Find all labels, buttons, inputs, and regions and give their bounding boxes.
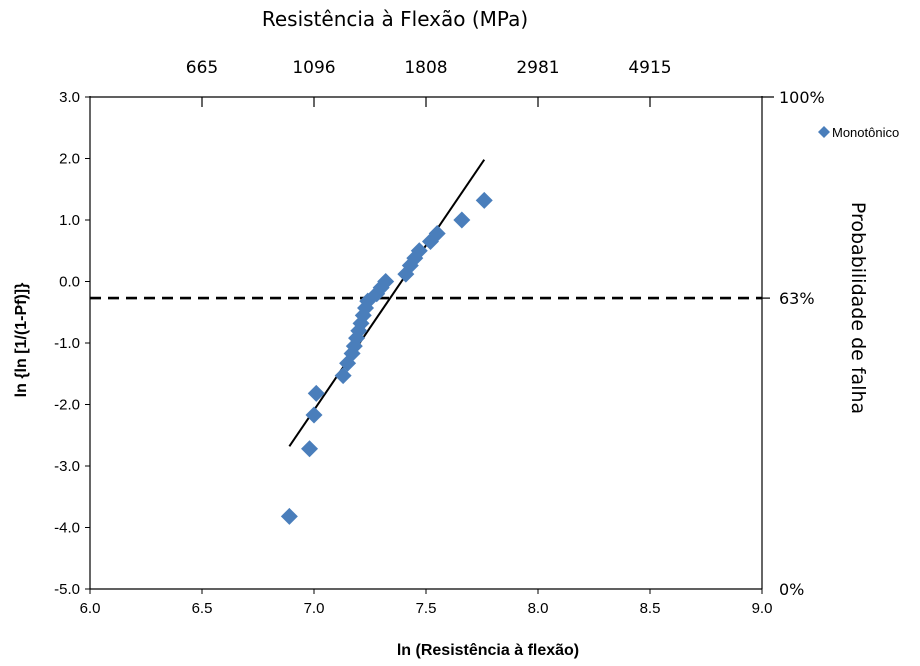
right-axis-label: 63% — [779, 289, 815, 308]
x-tick-label: 9.0 — [752, 600, 773, 617]
right-axis-label: 100% — [779, 88, 825, 107]
x-tick-labels: 6.0 6.5 7.0 7.5 8.0 8.5 9.0 — [80, 589, 773, 617]
y-tick-labels: 3.0 2.0 1.0 0.0 -1.0 -2.0 -3.0 -4.0 -5.0 — [54, 89, 90, 598]
top-tick-label: 1808 — [404, 58, 447, 78]
x-tick-label: 6.5 — [192, 600, 213, 617]
data-point — [301, 440, 319, 458]
trendline-path — [288, 159, 486, 447]
data-point — [428, 225, 446, 243]
y-tick-label: 1.0 — [59, 212, 80, 229]
x-tick-label: 6.0 — [80, 600, 101, 617]
x-tick-label: 7.0 — [304, 600, 325, 617]
data-points — [280, 191, 493, 525]
right-axis-title: Probabilidade de falha — [847, 202, 869, 414]
x-tick-label: 8.5 — [640, 600, 661, 617]
y-tick-label: -2.0 — [54, 397, 80, 414]
y-tick-label: 0.0 — [59, 274, 80, 291]
right-axis-label: 0% — [779, 580, 804, 599]
trendline — [288, 159, 486, 447]
top-tick-label: 1096 — [292, 58, 335, 78]
top-tick-label: 4915 — [628, 58, 671, 78]
top-tick-label: 665 — [186, 58, 218, 78]
legend: Monotônico — [818, 125, 899, 140]
top-axis: 665 1096 1808 2981 4915 — [90, 58, 774, 107]
y-tick-label: 3.0 — [59, 89, 80, 106]
x-tick-label: 8.0 — [528, 600, 549, 617]
top-axis-title: Resistência à Flexão (MPa) — [262, 7, 528, 31]
plot-area — [89, 96, 763, 590]
data-point — [305, 406, 323, 424]
data-point — [377, 273, 395, 290]
right-axis-labels: 100% 63% 0% — [779, 88, 825, 599]
y-tick-label: -3.0 — [54, 458, 80, 475]
y-tick-label: -4.0 — [54, 520, 80, 537]
data-point — [453, 211, 471, 229]
data-point — [410, 242, 428, 260]
y-tick-label: -1.0 — [54, 335, 80, 352]
data-point — [475, 191, 493, 209]
y-tick-label: -5.0 — [54, 581, 80, 598]
x-axis-title: ln (Resistência à flexão) — [397, 642, 579, 659]
legend-marker-monotonico — [818, 126, 830, 138]
legend-label-monotonico: Monotônico — [832, 125, 899, 140]
y-tick-label: 2.0 — [59, 151, 80, 168]
x-tick-label: 7.5 — [416, 600, 437, 617]
top-tick-label: 2981 — [516, 58, 559, 78]
data-point — [280, 507, 298, 525]
y-axis-title: ln {ln [1/(1-Pf)]} — [13, 283, 30, 398]
data-point — [307, 384, 325, 402]
